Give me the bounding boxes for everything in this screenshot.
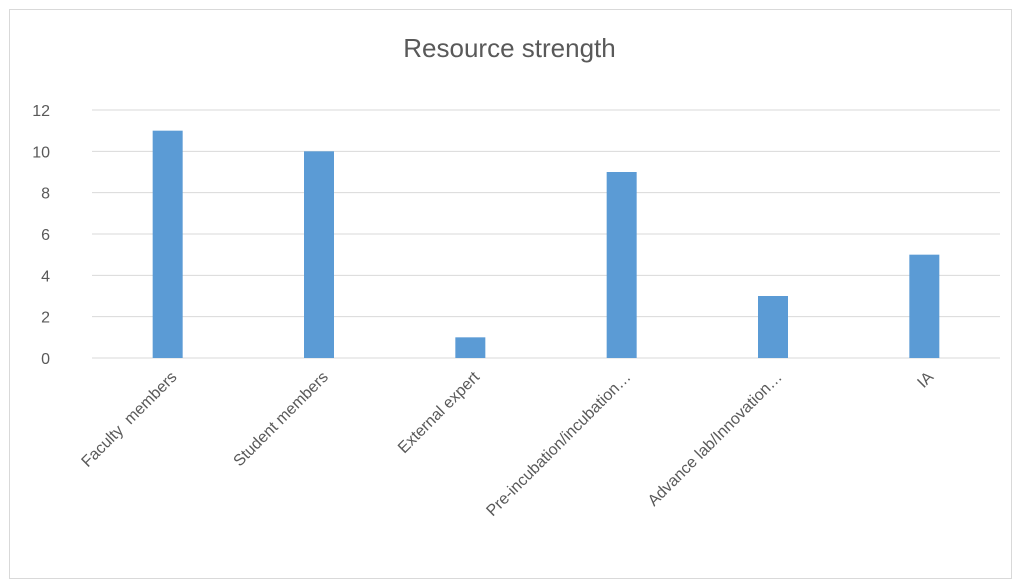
bar xyxy=(152,130,183,358)
y-tick-label: 4 xyxy=(41,268,50,285)
x-tick-label: External expert xyxy=(395,368,484,457)
bar xyxy=(304,151,334,358)
x-tick-label: IA xyxy=(914,369,937,392)
y-tick-label: 12 xyxy=(32,103,50,120)
bar xyxy=(455,337,486,358)
y-tick-label: 2 xyxy=(41,310,50,327)
y-tick-label: 8 xyxy=(41,186,50,203)
y-tick-label: 0 xyxy=(41,351,50,368)
x-tick-label: Advance lab/Innovation… xyxy=(645,369,786,510)
bar-series xyxy=(152,130,940,358)
y-tick-label: 6 xyxy=(41,227,50,244)
bar xyxy=(606,172,637,358)
gridlines xyxy=(92,109,1000,359)
chart-title: Resource strength xyxy=(403,33,616,63)
x-tick-label: Pre-incubation/incubation… xyxy=(483,369,634,520)
x-axis: Faculty members Student members External e… xyxy=(79,368,938,519)
x-tick-label: Faculty members xyxy=(79,369,181,471)
y-axis: 0 2 4 6 8 10 12 xyxy=(32,103,50,368)
y-tick-label: 10 xyxy=(32,144,50,161)
bar xyxy=(909,254,940,358)
x-tick-label: Student members xyxy=(231,369,332,470)
bar xyxy=(758,296,788,358)
